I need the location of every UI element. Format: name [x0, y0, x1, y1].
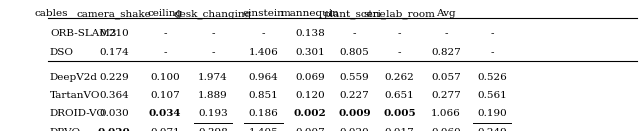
Text: 0.034: 0.034 — [149, 109, 181, 118]
Text: 0.120: 0.120 — [295, 91, 324, 100]
Text: 0.069: 0.069 — [295, 73, 324, 82]
Text: 0.398: 0.398 — [198, 128, 228, 131]
Text: 0.174: 0.174 — [99, 48, 129, 58]
Text: 0.364: 0.364 — [99, 91, 129, 100]
Text: DSO: DSO — [50, 48, 74, 58]
Text: 0.100: 0.100 — [150, 73, 180, 82]
Text: 0.186: 0.186 — [249, 109, 278, 118]
Text: ceiling: ceiling — [148, 9, 182, 18]
Text: DROID-VO: DROID-VO — [50, 109, 106, 118]
Text: desk_changing: desk_changing — [174, 9, 252, 19]
Text: 0.060: 0.060 — [431, 128, 461, 131]
Text: 0.020: 0.020 — [340, 128, 369, 131]
Text: 0.227: 0.227 — [340, 91, 369, 100]
Text: -: - — [490, 29, 494, 39]
Text: DPVO: DPVO — [50, 128, 81, 131]
Text: -: - — [262, 29, 266, 39]
Text: 1.889: 1.889 — [198, 91, 228, 100]
Text: 0.017: 0.017 — [385, 128, 414, 131]
Text: -: - — [211, 29, 215, 39]
Text: 0.138: 0.138 — [295, 29, 324, 39]
Text: 0.559: 0.559 — [340, 73, 369, 82]
Text: 0.805: 0.805 — [340, 48, 369, 58]
Text: 0.071: 0.071 — [150, 128, 180, 131]
Text: 0.057: 0.057 — [431, 73, 461, 82]
Text: TartanVO: TartanVO — [50, 91, 100, 100]
Text: -: - — [490, 48, 494, 58]
Text: einstein: einstein — [243, 9, 285, 18]
Text: -: - — [397, 29, 401, 39]
Text: -: - — [163, 29, 167, 39]
Text: 0.964: 0.964 — [249, 73, 278, 82]
Text: Avg: Avg — [436, 9, 456, 18]
Text: plant_scene: plant_scene — [323, 9, 386, 19]
Text: -: - — [353, 29, 356, 39]
Text: 0.277: 0.277 — [431, 91, 461, 100]
Text: 0.030: 0.030 — [99, 109, 129, 118]
Text: 0.002: 0.002 — [293, 109, 326, 118]
Text: 0.262: 0.262 — [385, 73, 414, 82]
Text: 0.190: 0.190 — [477, 109, 507, 118]
Text: cables: cables — [35, 9, 68, 18]
Text: 0.249: 0.249 — [477, 128, 507, 131]
Text: 0.007: 0.007 — [295, 128, 324, 131]
Text: 0.526: 0.526 — [477, 73, 507, 82]
Text: 0.851: 0.851 — [249, 91, 278, 100]
Text: 0.651: 0.651 — [385, 91, 414, 100]
Text: 0.005: 0.005 — [383, 109, 415, 118]
Text: 0.301: 0.301 — [295, 48, 324, 58]
Text: -: - — [163, 48, 167, 58]
Text: 1.066: 1.066 — [431, 109, 461, 118]
Text: 0.020: 0.020 — [97, 128, 131, 131]
Text: 0.193: 0.193 — [198, 109, 228, 118]
Text: stri_lab_room: stri_lab_room — [364, 9, 435, 19]
Text: -: - — [444, 29, 448, 39]
Text: -: - — [397, 48, 401, 58]
Text: 0.107: 0.107 — [150, 91, 180, 100]
Text: 1.974: 1.974 — [198, 73, 228, 82]
Text: -: - — [211, 48, 215, 58]
Text: 0.009: 0.009 — [339, 109, 371, 118]
Text: ORB-SLAM3: ORB-SLAM3 — [50, 29, 116, 39]
Text: 1.405: 1.405 — [249, 128, 278, 131]
Text: 0.827: 0.827 — [431, 48, 461, 58]
Text: DeepV2d: DeepV2d — [50, 73, 98, 82]
Text: mannequin: mannequin — [280, 9, 339, 18]
Text: 1.406: 1.406 — [249, 48, 278, 58]
Text: 0.210: 0.210 — [99, 29, 129, 39]
Text: 0.561: 0.561 — [477, 91, 507, 100]
Text: 0.229: 0.229 — [99, 73, 129, 82]
Text: camera_shake: camera_shake — [77, 9, 151, 19]
